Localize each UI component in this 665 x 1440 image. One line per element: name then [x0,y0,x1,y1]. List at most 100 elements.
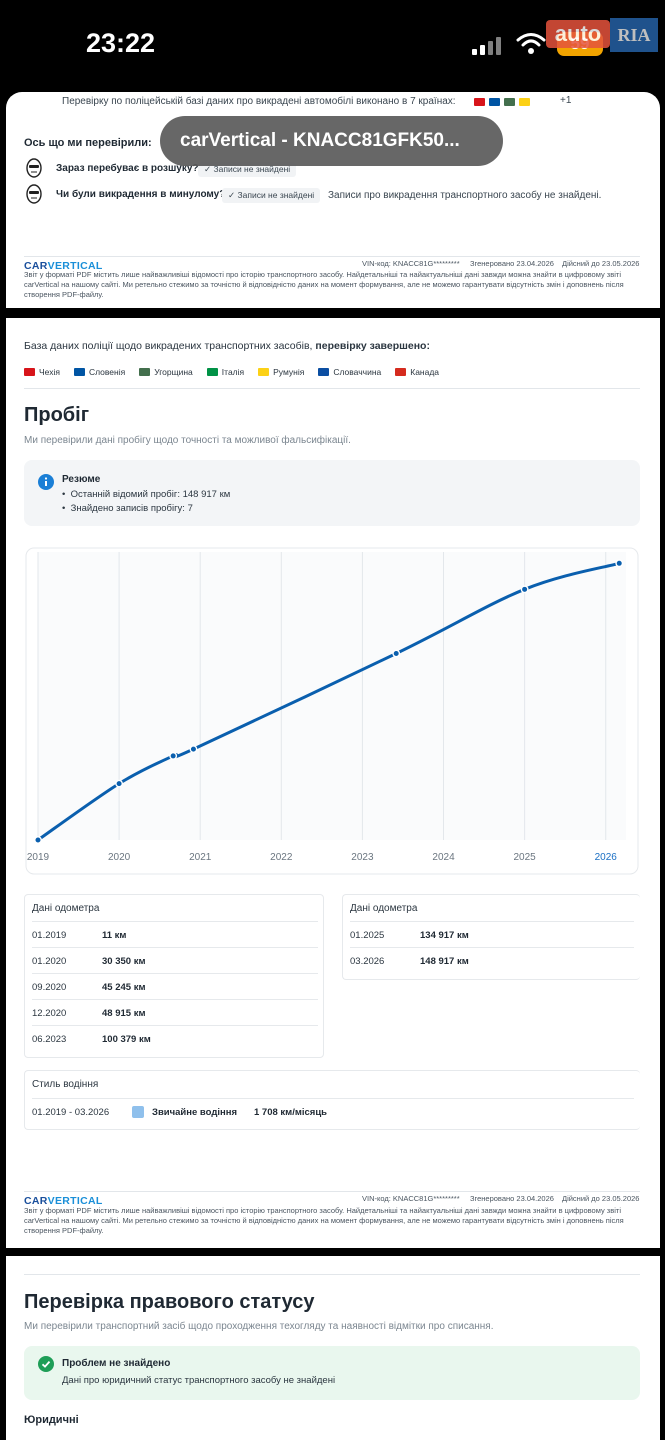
x-tick-label: 2022 [270,852,293,863]
watermark-ria: RIA [610,18,658,52]
flag-icon [73,367,85,376]
footer-disclaimer: Звіт у форматі PDF містить лише найважли… [24,270,624,299]
summary-item: • Знайдено записів пробігу: 7 [62,503,193,514]
driving-style-row: 01.2019 - 03.2026 Звичайне водіння 1 708… [32,1098,634,1123]
summary-title: Резюме [62,474,101,485]
country-item: Італія [206,367,244,377]
odometer-date: 01.2020 [32,956,67,967]
odometer-date: 03.2026 [350,956,385,967]
police-db-status: База даних поліції щодо викрадених транс… [24,340,430,352]
country-item: Румунія [258,367,304,377]
odometer-value: 100 379 км [102,1034,151,1045]
stolen-past-question: Чи були викрадення в минулому? [56,189,226,200]
odometer-date: 01.2019 [32,930,67,941]
odometer-row: 09.2020 45 245 км [32,973,318,998]
odometer-table-title: Дані одометра [350,903,418,914]
watermark-auto: auto [546,20,610,48]
mileage-point [115,779,124,788]
driving-style-title: Стиль водіння [32,1079,99,1090]
country-flags-icon: +1 [474,94,571,108]
odometer-table-right: Дані одометра 01.2025 134 917 км 03.2026 14… [342,894,640,980]
section-title-mileage: Пробіг [24,404,90,426]
section-description: Ми перевірили дані пробігу щодо точності… [24,435,351,446]
thief-mask-icon [26,158,42,178]
footer-vin: VIN-код: KNACC81G********* [362,1194,460,1203]
mileage-point [189,745,198,754]
flag-icon [206,367,218,376]
mileage-chart: 2019 2020 2021 2022 2023 2024 2025 2026 [25,547,639,875]
odometer-value: 11 км [102,930,127,941]
legal-subtitle: Юридичні [24,1414,79,1426]
mileage-point [392,649,401,658]
odometer-value: 48 915 км [102,1008,146,1019]
section-description: Ми перевірили транспортний засіб щодо пр… [24,1321,494,1332]
flag-icon [258,367,270,376]
checked-title: Ось що ми перевірили: [24,137,152,149]
x-tick-label: 2021 [189,852,212,863]
odometer-row: 06.2023 100 379 км [32,1025,318,1050]
odometer-value: 30 350 км [102,956,146,967]
police-db-text: База даних поліції щодо викрадених транс… [24,340,313,352]
summary-box: Резюме • Останній відомий пробіг: 148 91… [24,460,640,526]
autoria-watermark: auto RIA [546,18,658,58]
clock: 23:22 [86,28,156,58]
chart-plot-area [38,552,626,840]
driving-period: 01.2019 - 03.2026 [32,1107,110,1118]
stolen-past-chip: ✓ Записи не знайдені [222,188,321,203]
odometer-table-title: Дані одометра [32,903,100,914]
odometer-table-left: Дані одометра 01.2019 11 км 01.2020 30 350 … [24,894,324,1058]
x-tick-label: 2023 [351,852,374,863]
status-bar: 23:22 59 auto RIA [0,0,665,90]
cellular-signal-icon [472,35,506,55]
driving-style-value: 1 708 км/місяць [254,1107,328,1118]
odometer-row: 01.2019 11 км [32,921,318,946]
footer-generated: Згенеровано 23.04.2026 [470,1194,554,1203]
odometer-row: 12.2020 48 915 км [32,999,318,1024]
country-item: Канада [395,367,439,377]
section-title-legal: Перевірка правового статусу [24,1291,315,1313]
country-item: Угорщина [139,367,193,377]
more-countries: +1 [560,95,572,106]
odometer-row: 01.2020 30 350 км [32,947,318,972]
x-tick-label: 2026 [595,852,618,863]
country-item: Словаччина [318,367,381,377]
odometer-row: 01.2025 134 917 км [350,921,634,946]
driving-style-label: Звичайне водіння [152,1107,238,1118]
flag-icon [318,367,330,376]
odometer-date: 06.2023 [32,1034,67,1045]
odometer-row: 03.2026 148 917 км [350,947,634,972]
stolen-past-note: Записи про викрадення транспортного засо… [328,190,602,201]
browser-tab-title[interactable]: carVertical - KNACC81GFK50... [160,116,503,166]
info-icon [38,474,54,490]
report-page-mileage: База даних поліції щодо викрадених транс… [6,318,660,1248]
summary-item: • Останній відомий пробіг: 148 917 км [62,489,231,500]
x-tick-label: 2024 [432,852,455,863]
mileage-point [169,752,178,760]
footer-disclaimer: Звіт у форматі PDF містить лише найважли… [24,1206,624,1235]
odometer-value: 134 917 км [420,930,469,941]
no-problems-text: Дані про юридичний статус транспортного … [62,1375,336,1386]
flag-icon [139,367,151,376]
odometer-value: 45 245 км [102,982,146,993]
x-tick-label: 2019 [27,852,50,863]
police-check-line: Перевірку по поліцейській базі даних про… [62,96,456,107]
country-item: Чехія [24,367,60,377]
carvertical-logo: CARVERTICAL [24,260,103,272]
country-item: Словенія [73,367,125,377]
report-page-stolen-check: Перевірку по поліцейській базі даних про… [6,92,660,308]
carvertical-logo: CARVERTICAL [24,1195,103,1207]
country-list: Чехія Словенія Угорщина Італія Румунія Словач… [24,362,453,380]
check-circle-icon [38,1356,54,1372]
odometer-date: 09.2020 [32,982,67,993]
odometer-value: 148 917 км [420,956,469,967]
driving-style-card: Стиль водіння 01.2019 - 03.2026 Звичайне… [24,1070,640,1130]
wifi-icon [516,33,546,54]
x-tick-label: 2020 [108,852,131,863]
mileage-point [520,585,529,594]
thief-mask-icon [26,184,42,204]
mileage-point [615,559,624,568]
police-db-complete: перевірку завершено: [315,340,430,352]
mileage-point [34,836,42,844]
flag-icon [24,367,35,376]
no-problems-title: Проблем не знайдено [62,1358,171,1369]
